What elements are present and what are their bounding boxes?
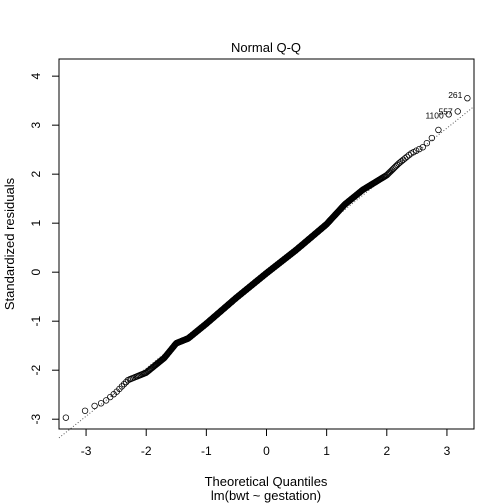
data-point — [403, 153, 411, 160]
data-point — [419, 144, 426, 151]
y-tick-label: 0 — [29, 269, 43, 276]
outlier-label: 1100 — [425, 110, 444, 120]
data-point — [385, 169, 393, 177]
data-point — [102, 397, 110, 404]
data-point — [445, 111, 452, 118]
data-point — [405, 151, 413, 159]
x-tick-label: 1 — [323, 444, 330, 458]
y-tick-label: 4 — [29, 72, 43, 79]
chart-title: Normal Q-Q — [231, 40, 301, 55]
y-tick-label: 3 — [29, 122, 43, 129]
data-point — [423, 139, 431, 147]
y-axis-label: Standardized residuals — [2, 177, 17, 310]
outlier-label: 557 — [439, 106, 453, 116]
x-tick-label: 2 — [383, 444, 390, 458]
y-tick-label: 2 — [29, 171, 43, 178]
y-tick-label: -1 — [29, 316, 43, 327]
y-tick-label: -2 — [29, 365, 43, 376]
data-point — [435, 126, 442, 134]
x-axis-label: Theoretical Quantiles — [205, 474, 328, 489]
data-point — [120, 380, 128, 388]
x-axis-sublabel: lm(bwt ~ gestation) — [211, 488, 321, 503]
data-point — [97, 400, 105, 407]
data-point — [62, 414, 70, 421]
x-tick-label: 3 — [444, 444, 451, 458]
x-tick-label: -2 — [141, 444, 152, 458]
data-point — [387, 167, 395, 175]
plot-frame — [58, 58, 475, 430]
x-tick-label: -3 — [81, 444, 92, 458]
outlier-label: 261 — [448, 90, 462, 100]
data-point — [401, 155, 409, 162]
data-point — [118, 383, 126, 390]
data-point — [386, 168, 394, 176]
data-point — [81, 407, 89, 414]
data-point — [91, 402, 98, 410]
y-tick-label: -3 — [29, 414, 43, 425]
data-point — [454, 108, 461, 115]
data-point — [428, 134, 436, 142]
x-tick-label: 0 — [263, 444, 270, 458]
y-tick-label: 1 — [29, 220, 43, 227]
data-point — [464, 95, 471, 102]
data-point — [389, 166, 396, 174]
x-tick-label: -1 — [201, 444, 212, 458]
data-point — [107, 393, 114, 401]
data-point — [416, 145, 423, 153]
data-point — [413, 147, 420, 154]
